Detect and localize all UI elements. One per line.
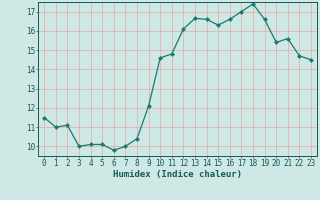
X-axis label: Humidex (Indice chaleur): Humidex (Indice chaleur): [113, 170, 242, 179]
